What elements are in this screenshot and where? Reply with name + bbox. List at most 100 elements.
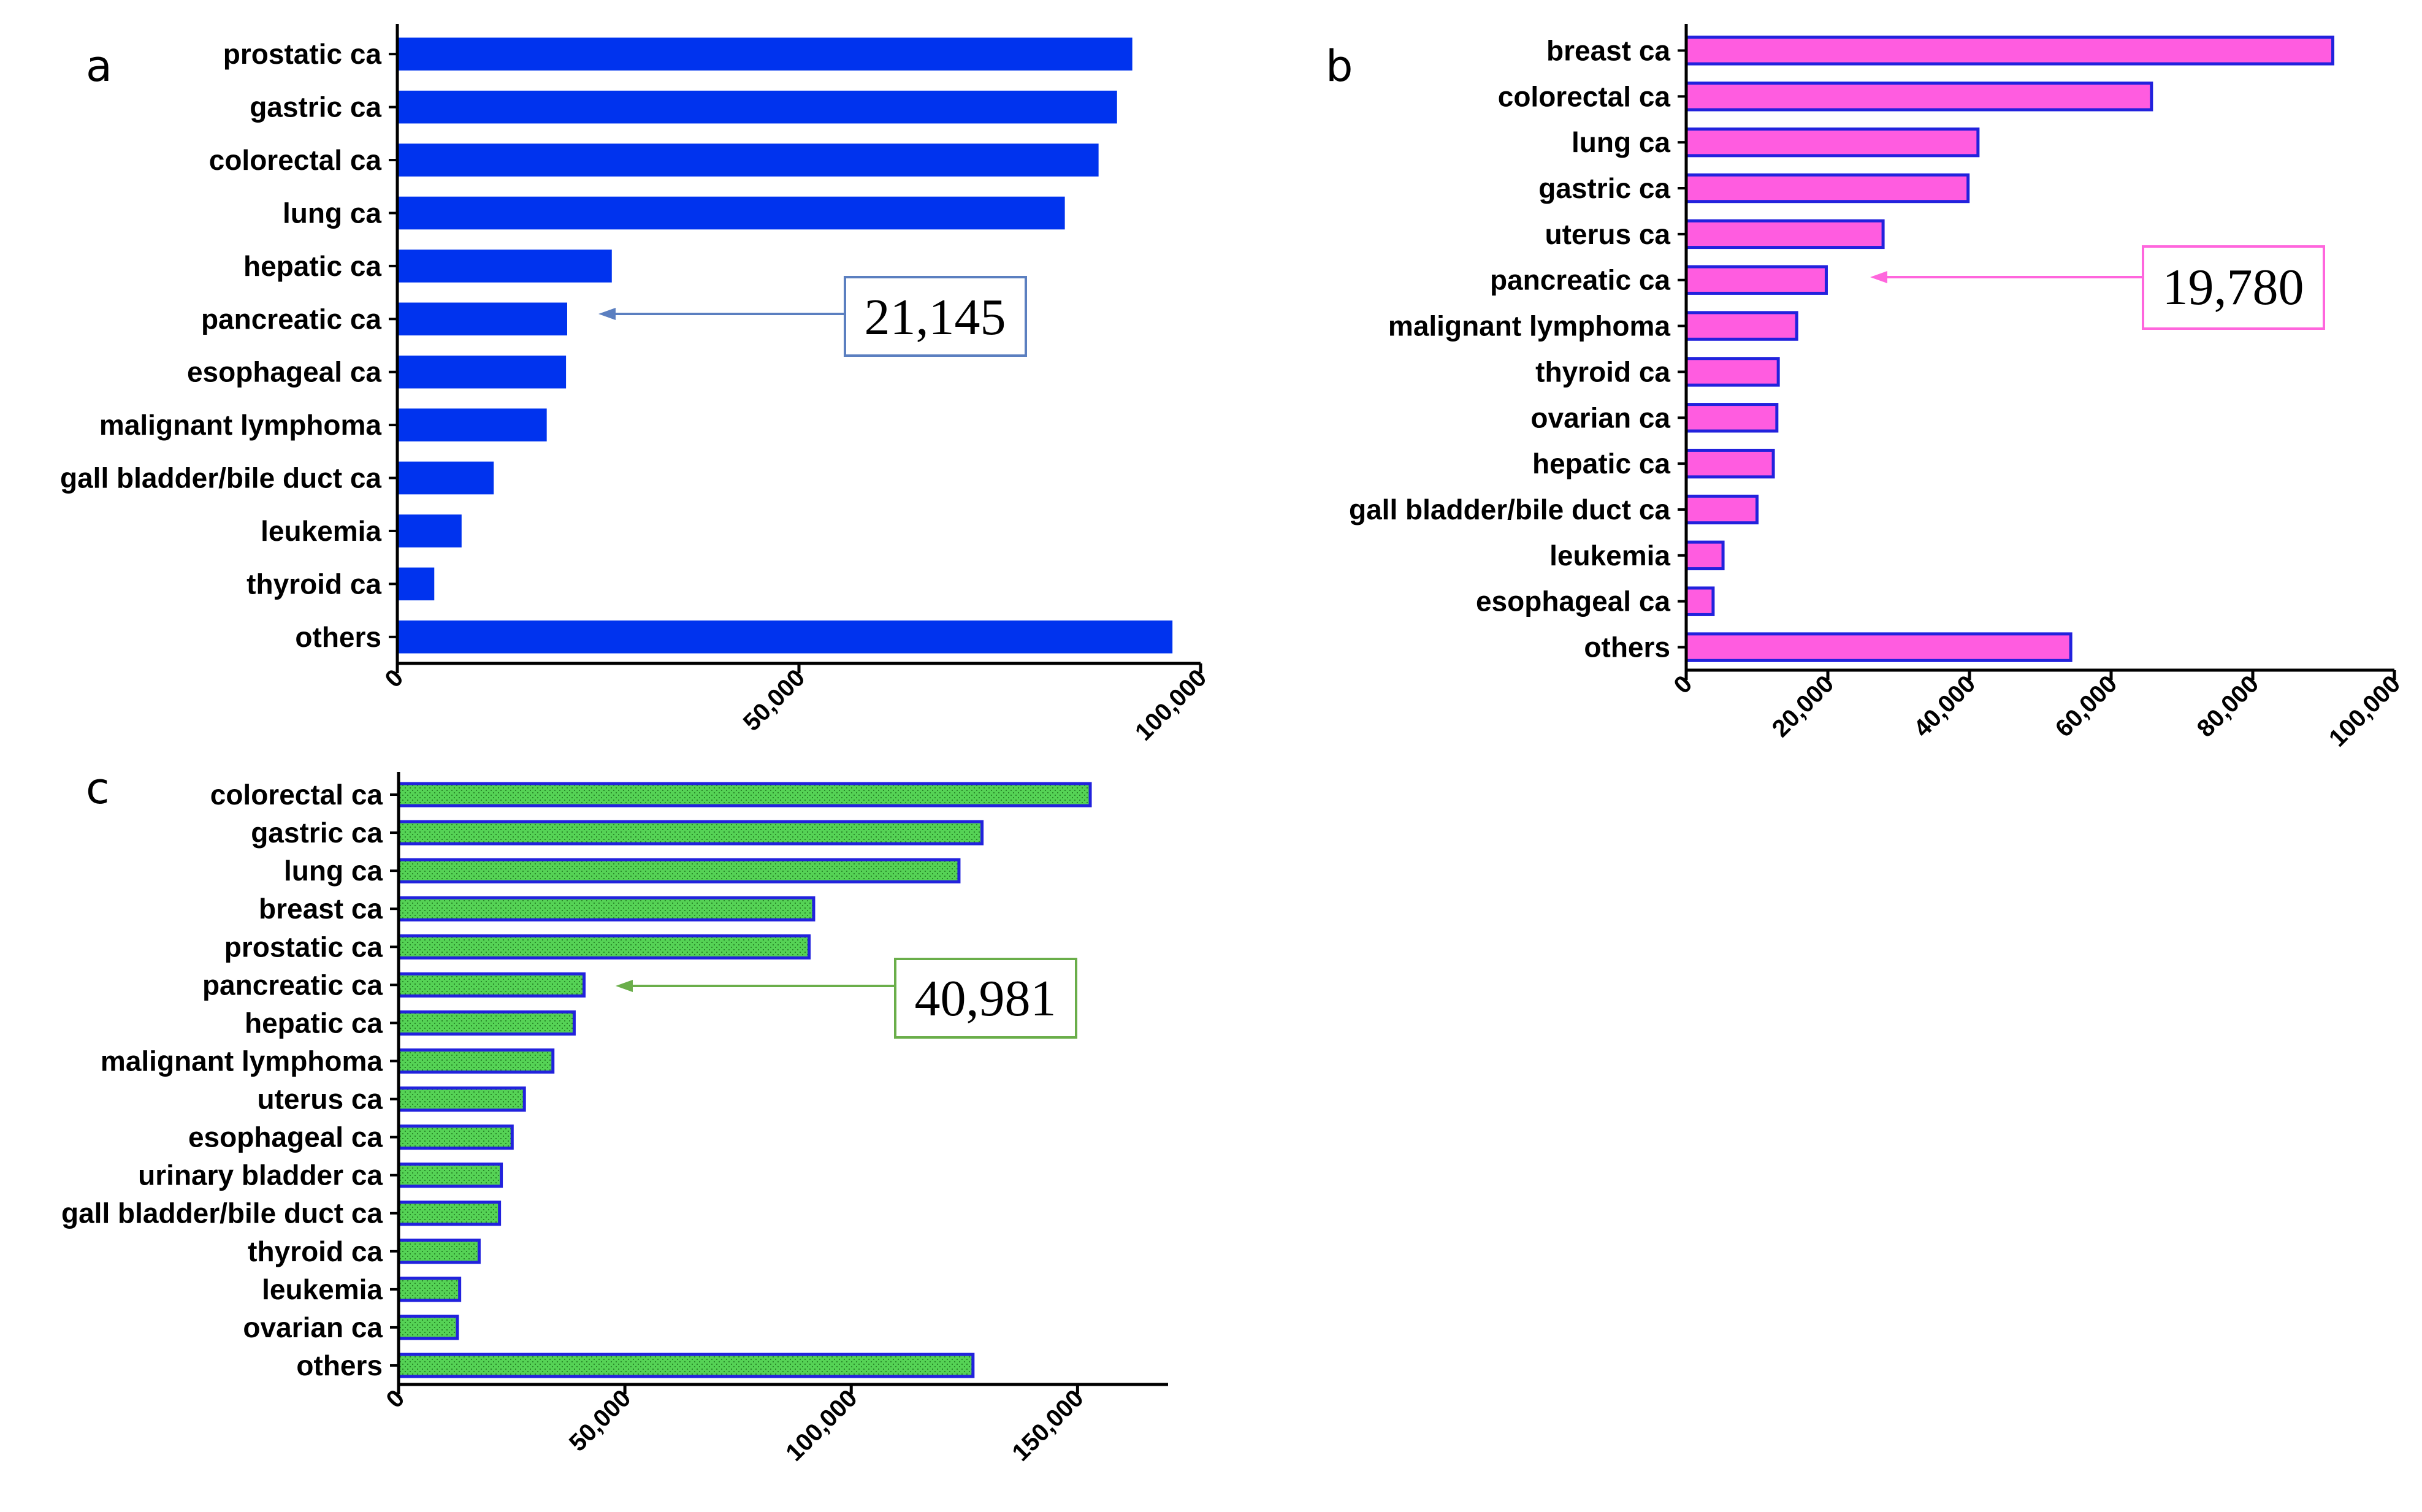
panel-c-bar-prostatic-ca <box>397 934 811 960</box>
panel-b-bar-thyroid-ca <box>1684 357 1780 387</box>
panel-b-bar-esophageal-ca <box>1684 586 1715 616</box>
panel-a-bar-leukemia <box>397 514 462 548</box>
chart-panel-a: a prostatic ca gastric ca colorectal ca lun… <box>60 24 1212 746</box>
panel-a-category-label: prostatic ca <box>223 38 382 70</box>
panel-a-category-label: lung ca <box>283 197 381 229</box>
panel-c-bar-pancreatic-ca <box>397 972 586 998</box>
panel-b-bar-hepatic-ca <box>1684 448 1775 479</box>
panel-c-category-label: thyroid ca <box>248 1235 383 1267</box>
panel-c-letter: c <box>86 763 110 814</box>
panel-a-bar-hepatic-ca <box>397 250 612 283</box>
panel-b-bar-others <box>1684 632 2072 662</box>
panel-c-bar-gastric-ca <box>397 820 984 846</box>
panel-b-category-label: esophageal ca <box>1476 586 1670 617</box>
panel-c-bar-malignant-lymphoma <box>397 1048 555 1074</box>
panel-a-category-label: pancreatic ca <box>201 303 381 335</box>
panel-a-callout-arrowhead <box>598 308 616 320</box>
panel-a-category-label: malignant lymphoma <box>99 409 381 441</box>
panel-a-category-label: gall bladder/bile duct ca <box>60 462 381 494</box>
panel-c-xtick-label: 150,000 <box>1007 1384 1088 1466</box>
panel-b-bar-gall-bladder-bile-duct-ca <box>1684 494 1759 525</box>
panel-c-category-label: lung ca <box>284 855 383 887</box>
panel-b-category-label: thyroid ca <box>1535 356 1670 388</box>
panel-a-bar-malignant-lymphoma <box>397 408 547 441</box>
panel-c-xtick-label: 100,000 <box>781 1384 862 1466</box>
panel-c-category-label: prostatic ca <box>224 931 383 963</box>
panel-b-category-label: lung ca <box>1572 126 1670 158</box>
panel-a-bar-pancreatic-ca <box>397 302 567 336</box>
panel-c-category-label: breast ca <box>259 893 383 925</box>
panel-c-category-label: ovarian ca <box>243 1312 383 1343</box>
panel-a-callout-value: 21,145 <box>865 289 1006 346</box>
panel-b-category-label: uterus ca <box>1545 218 1670 250</box>
panel-b-xtick-label: 100,000 <box>2324 670 2405 752</box>
chart-panel-c: c colorectal ca gastric ca lung ca breast c… <box>61 763 1168 1467</box>
panel-b-category-label: malignant lymphoma <box>1388 310 1670 342</box>
panel-c-category-label: pancreatic ca <box>202 969 383 1001</box>
panel-c-bar-others <box>397 1353 975 1378</box>
panel-c-callout-box <box>894 958 1077 1039</box>
panel-c-bar-esophageal-ca <box>397 1124 514 1150</box>
panel-a-callout: 21,145 <box>598 276 1027 357</box>
panel-c-bar-urinary-bladder-ca <box>397 1163 503 1188</box>
panel-c-category-label: gastric ca <box>251 817 383 849</box>
panel-c-bar-gall-bladder-bile-duct-ca <box>397 1201 502 1226</box>
panel-a-bar-colorectal-ca <box>397 143 1099 177</box>
panel-a-bar-thyroid-ca <box>397 567 435 601</box>
panel-b-category-label: others <box>1584 632 1670 663</box>
panel-b-xtick-label: 0 <box>1669 670 1698 699</box>
panel-b-callout-arrowhead <box>1870 271 1887 283</box>
panel-b-bar-breast-ca <box>1684 36 2335 66</box>
panel-b-category-label: ovarian ca <box>1530 402 1670 433</box>
panel-c-category-label: malignant lymphoma <box>101 1045 383 1077</box>
panel-b-category-label: hepatic ca <box>1532 448 1670 479</box>
panel-a-category-label: others <box>295 621 381 653</box>
chart-panel-b: b breast ca colorectal ca lung ca gastric c… <box>1326 24 2405 752</box>
panel-c-callout-value: 40,981 <box>915 970 1056 1027</box>
panel-b-xtick-label: 60,000 <box>2050 670 2123 743</box>
panel-b-callout-value: 19,780 <box>2163 259 2304 316</box>
panel-c-category-label: others <box>296 1350 383 1381</box>
panel-a-bar-gastric-ca <box>397 90 1117 124</box>
panel-a-bar-lung-ca <box>397 196 1065 230</box>
panel-c-category-label: gall bladder/bile duct ca <box>61 1197 383 1229</box>
panel-a-letter: a <box>86 41 112 91</box>
panel-b-xtick-label: 20,000 <box>1767 670 1839 743</box>
panel-c-callout: 40,981 <box>616 958 1077 1039</box>
panel-a-category-label: gastric ca <box>250 91 381 123</box>
panel-b-letter: b <box>1326 41 1353 91</box>
panel-b-xtick-label: 40,000 <box>1909 670 1981 743</box>
panel-c-category-label: urinary bladder ca <box>138 1159 383 1191</box>
panel-b-category-label: gastric ca <box>1538 172 1670 204</box>
panel-b-category-label: gall bladder/bile duct ca <box>1349 494 1670 525</box>
panel-a-category-label: hepatic ca <box>243 250 381 282</box>
panel-c-category-label: colorectal ca <box>210 779 383 811</box>
panel-c-bar-colorectal-ca <box>397 782 1092 808</box>
panel-b-bar-gastric-ca <box>1684 173 1970 204</box>
panel-c-category-label: leukemia <box>262 1273 383 1305</box>
panel-c-bar-uterus-ca <box>397 1086 526 1112</box>
panel-b-bar-pancreatic-ca <box>1684 265 1828 295</box>
panel-a-category-label: thyroid ca <box>246 568 381 600</box>
panel-c-bar-lung-ca <box>397 858 961 884</box>
panel-a-bar-gall-bladder-bile-duct-ca <box>397 461 494 495</box>
panel-b-bar-uterus-ca <box>1684 219 1885 250</box>
panel-c-bar-leukemia <box>397 1277 462 1302</box>
panel-a-callout-box <box>844 276 1027 357</box>
panel-c-xtick-label: 0 <box>381 1384 410 1413</box>
panel-c-callout-arrowhead <box>616 980 633 992</box>
panel-b-category-label: pancreatic ca <box>1490 264 1670 296</box>
panel-c-category-label: esophageal ca <box>188 1121 383 1153</box>
panel-b-xtick-label: 80,000 <box>2192 670 2264 743</box>
panel-b-bar-lung-ca <box>1684 127 1980 158</box>
panel-b-bar-colorectal-ca <box>1684 82 2153 112</box>
panel-a-category-label: leukemia <box>261 515 381 547</box>
panel-b-category-label: leukemia <box>1549 540 1670 571</box>
panel-a-bar-prostatic-ca <box>397 37 1133 71</box>
panel-b-bar-malignant-lymphoma <box>1684 311 1798 341</box>
panel-a-category-label: esophageal ca <box>187 356 381 388</box>
panel-c-xtick-label: 50,000 <box>564 1384 636 1457</box>
panel-a-xtick-label: 50,000 <box>738 664 811 736</box>
panel-a-bar-others <box>397 620 1173 654</box>
